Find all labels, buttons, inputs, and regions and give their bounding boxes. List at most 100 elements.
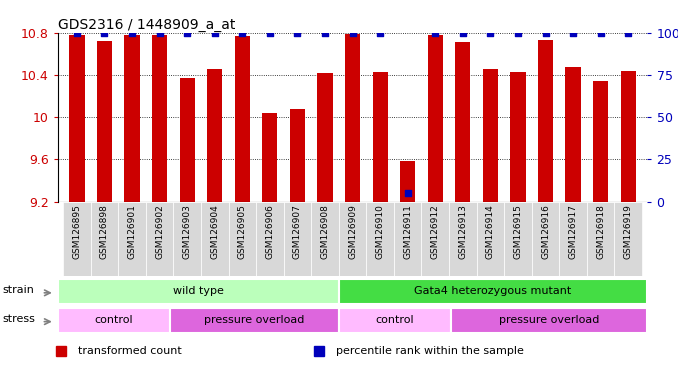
Text: GSM126913: GSM126913 (458, 204, 467, 259)
Text: wild type: wild type (173, 286, 224, 296)
Text: GDS2316 / 1448909_a_at: GDS2316 / 1448909_a_at (58, 18, 235, 31)
Point (347, 30, 358, 36)
Text: GSM126915: GSM126915 (513, 204, 523, 259)
Point (513, 30, 523, 36)
Bar (620, 71, 636, 202)
Bar (504, 202, 532, 276)
Point (567, 30, 578, 36)
Text: GSM126895: GSM126895 (73, 204, 81, 259)
Bar (372, 72, 388, 202)
Point (210, 30, 220, 36)
Bar (118, 202, 146, 276)
Text: transformed count: transformed count (78, 346, 182, 356)
Bar (201, 202, 228, 276)
Text: GSM126910: GSM126910 (376, 204, 384, 259)
Bar (366, 202, 394, 276)
Bar (97, 41, 112, 202)
Text: GSM126898: GSM126898 (100, 204, 109, 259)
Bar (565, 68, 580, 202)
Text: GSM126916: GSM126916 (541, 204, 550, 259)
Point (595, 30, 606, 36)
Bar (207, 69, 222, 202)
Text: stress: stress (3, 314, 36, 324)
Point (154, 30, 165, 36)
Bar (69, 35, 85, 202)
Bar (339, 202, 366, 276)
Point (127, 30, 138, 36)
Bar (317, 73, 333, 202)
Bar (345, 34, 360, 202)
Text: strain: strain (3, 285, 35, 295)
Bar (146, 202, 174, 276)
Point (430, 30, 441, 36)
Point (375, 30, 386, 36)
Text: GSM126903: GSM126903 (182, 204, 192, 259)
Bar (256, 202, 283, 276)
Bar (422, 202, 449, 276)
Bar (180, 78, 195, 202)
Text: GSM126905: GSM126905 (238, 204, 247, 259)
Text: control: control (94, 315, 133, 325)
Bar (559, 202, 587, 276)
Text: Gata4 heterozygous mutant: Gata4 heterozygous mutant (414, 286, 572, 296)
Point (71, 30, 82, 36)
Bar (262, 113, 277, 202)
Bar (290, 109, 305, 202)
Bar (587, 202, 614, 276)
Point (540, 30, 551, 36)
Text: pressure overload: pressure overload (499, 315, 599, 325)
Bar (593, 81, 608, 202)
Text: GSM126906: GSM126906 (265, 204, 275, 259)
Bar (400, 162, 415, 202)
Text: GSM126904: GSM126904 (210, 204, 219, 258)
Text: GSM126908: GSM126908 (321, 204, 330, 259)
Bar (283, 202, 311, 276)
Text: pressure overload: pressure overload (204, 315, 304, 325)
Bar (614, 202, 642, 276)
Text: GSM126907: GSM126907 (293, 204, 302, 259)
Bar (152, 35, 167, 202)
Bar (58, 279, 338, 304)
Bar (532, 202, 559, 276)
Bar (455, 42, 471, 202)
Bar (449, 202, 477, 276)
Point (458, 30, 468, 36)
Bar (63, 202, 91, 276)
Point (264, 30, 275, 36)
Bar (451, 308, 647, 333)
Point (237, 30, 247, 36)
Text: control: control (376, 315, 414, 325)
Text: GSM126919: GSM126919 (624, 204, 633, 259)
Text: GSM126912: GSM126912 (431, 204, 440, 258)
Bar (338, 308, 451, 333)
Text: GSM126917: GSM126917 (569, 204, 578, 259)
Bar (511, 72, 525, 202)
Point (99, 30, 110, 36)
Bar (477, 202, 504, 276)
Bar (428, 35, 443, 202)
Text: GSM126901: GSM126901 (127, 204, 136, 259)
Bar (125, 35, 140, 202)
Bar (338, 279, 647, 304)
Text: GSM126909: GSM126909 (348, 204, 357, 259)
Bar (91, 202, 118, 276)
Bar (228, 202, 256, 276)
Point (319, 30, 330, 36)
Bar (538, 40, 553, 202)
Bar (394, 202, 422, 276)
Bar (483, 69, 498, 202)
Text: GSM126902: GSM126902 (155, 204, 164, 258)
Point (292, 30, 303, 36)
Bar (174, 202, 201, 276)
Point (402, 190, 413, 196)
Point (623, 30, 634, 36)
Text: GSM126914: GSM126914 (486, 204, 495, 258)
Bar (58, 308, 170, 333)
Bar (311, 202, 339, 276)
Bar (170, 308, 338, 333)
Point (182, 30, 193, 36)
Text: GSM126911: GSM126911 (403, 204, 412, 259)
Text: GSM126918: GSM126918 (596, 204, 605, 259)
Text: percentile rank within the sample: percentile rank within the sample (336, 346, 523, 356)
Point (485, 30, 496, 36)
